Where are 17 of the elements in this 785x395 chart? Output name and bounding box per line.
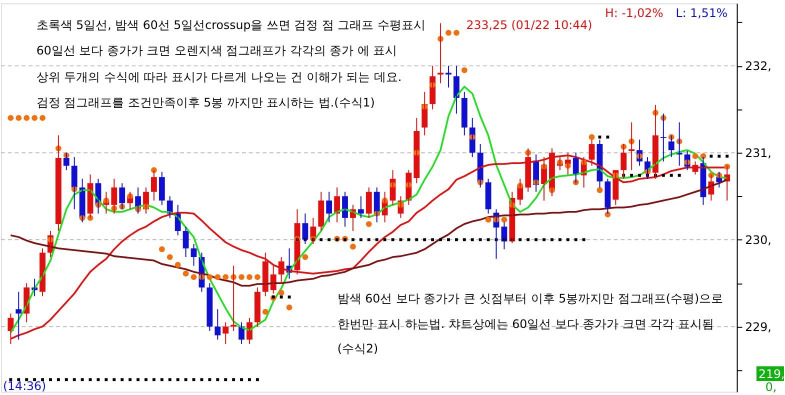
- text: 0,: [765, 380, 777, 394]
- annotation: 233,25 (01/22 10:44): [466, 18, 592, 32]
- annotation: 상위 두개의 수식에 따라 표시가 다르게 나오는 건 이해가 되는 데요.: [36, 70, 402, 84]
- annotation: L: 1,51%: [676, 6, 728, 20]
- y-tick-label: 232,: [745, 59, 772, 74]
- annotation: 한번만 표시 하는법. 챠트상에는 60일선 보다 종가가 크면 각각 표시됨: [337, 316, 714, 331]
- annotation: (수식2): [337, 341, 378, 356]
- annotation: 60일선 보다 종가가 크면 오렌지색 점그래프가 각각의 종가 에 표시: [36, 43, 398, 58]
- annotation: 밤색 60선 보다 종가가 큰 싯점부터 이후 5봉까지만 점그래프(수평)으로: [337, 291, 724, 306]
- annotation: 초록색 5일선, 밤색 60선 5일선crossup을 쓰면 검정 점 그래프 수평표시: [36, 18, 426, 32]
- y-tick-label: 229,: [745, 320, 772, 334]
- y-tick-label: 231,: [745, 146, 772, 160]
- annotation: H: -1,02%: [604, 6, 664, 20]
- text: 219,: [758, 367, 785, 382]
- annotation: 검정 점그래프를 조건만족이후 5봉 까지만 표시하는 법.(수식1): [36, 96, 375, 110]
- y-tick-label: 230,: [745, 233, 772, 248]
- annotation: (14:36): [2, 378, 46, 393]
